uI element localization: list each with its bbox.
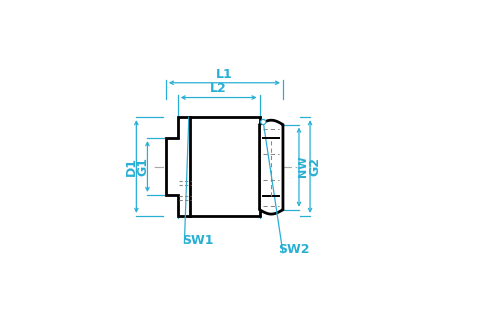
- Text: SW2: SW2: [278, 244, 310, 256]
- Text: L1: L1: [216, 68, 233, 81]
- Text: G1: G1: [136, 157, 149, 176]
- Polygon shape: [166, 117, 260, 216]
- Text: NW: NW: [299, 156, 309, 177]
- Text: G2: G2: [308, 157, 321, 176]
- Circle shape: [261, 119, 266, 124]
- Text: SW1: SW1: [182, 234, 214, 247]
- Text: L2: L2: [210, 83, 227, 95]
- Polygon shape: [260, 120, 283, 214]
- Text: D1: D1: [125, 157, 138, 176]
- Circle shape: [262, 121, 264, 123]
